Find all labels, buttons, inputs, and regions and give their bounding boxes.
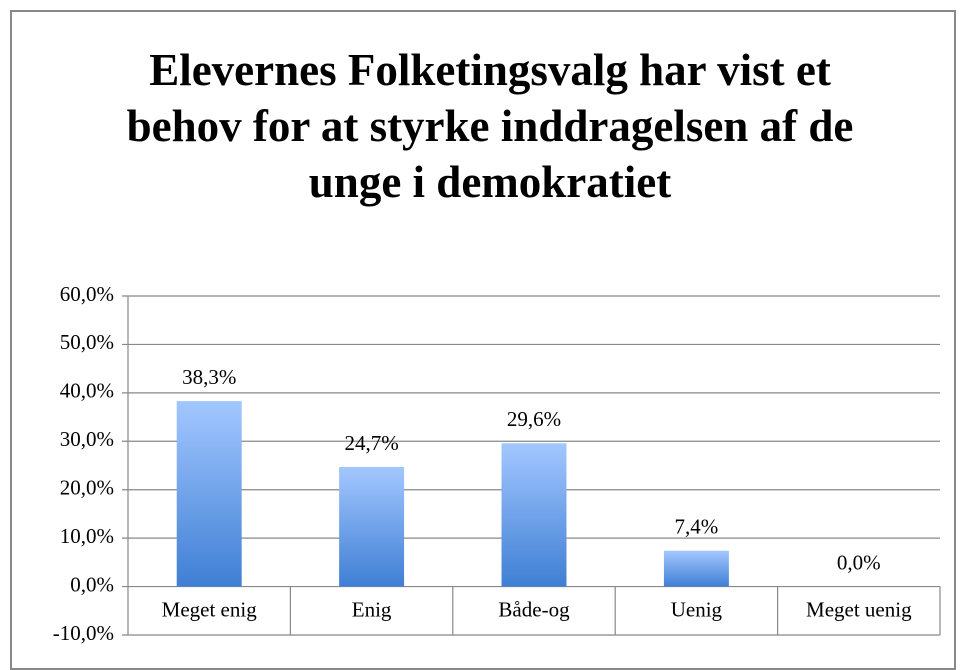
y-tick-label: 40,0% bbox=[60, 379, 114, 403]
y-tick-label: 0,0% bbox=[70, 572, 114, 596]
x-tick-label: Både-og bbox=[498, 598, 570, 622]
data-label: 0,0% bbox=[837, 550, 881, 574]
x-tick-label: Meget uenig bbox=[806, 598, 912, 622]
chart-title: Elevernes Folketingsvalg har vist et beh… bbox=[126, 45, 854, 207]
page: Elevernes Folketingsvalg har vist et beh… bbox=[10, 10, 956, 670]
bar bbox=[339, 466, 405, 587]
data-label: 7,4% bbox=[675, 515, 719, 539]
y-tick-label: 20,0% bbox=[60, 476, 114, 500]
x-tick-label: Meget enig bbox=[162, 598, 258, 622]
x-tick-label: Enig bbox=[352, 598, 392, 622]
data-label: 38,3% bbox=[182, 365, 236, 389]
chart: -10,0% 0,0% 10,0% 20,0% 30,0% 40,0% 50,0% 60,0%… bbox=[53, 282, 941, 645]
bar bbox=[663, 550, 729, 587]
y-tick-label: 60,0% bbox=[60, 282, 114, 306]
bar bbox=[501, 443, 567, 587]
data-label: 29,6% bbox=[507, 407, 561, 431]
y-tick-label: -10,0% bbox=[53, 621, 114, 645]
y-tick-label: 30,0% bbox=[60, 427, 114, 451]
bar bbox=[176, 401, 242, 587]
y-tick-label: 50,0% bbox=[60, 330, 114, 354]
x-tick-label: Uenig bbox=[671, 598, 723, 622]
y-tick-label: 10,0% bbox=[60, 524, 114, 548]
data-label: 24,7% bbox=[344, 431, 398, 455]
